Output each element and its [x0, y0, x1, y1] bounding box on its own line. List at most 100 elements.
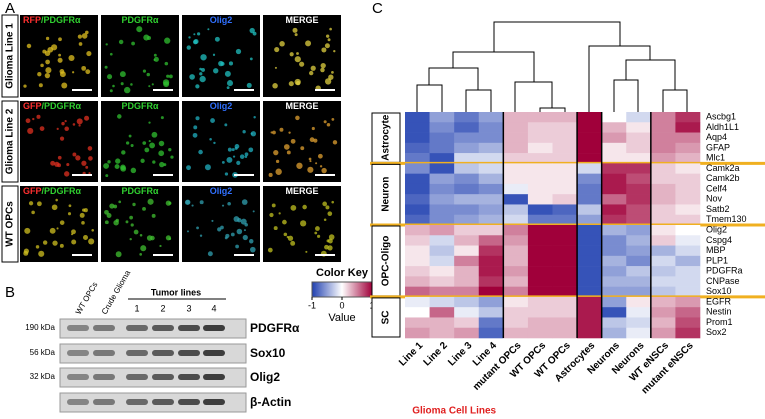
- protein-label: Olig2: [250, 370, 280, 384]
- cell: [283, 144, 290, 150]
- cell: [313, 138, 318, 143]
- cell: [233, 216, 240, 222]
- cell: [290, 205, 297, 211]
- cell: [132, 202, 136, 207]
- band: [152, 399, 174, 405]
- heatmap-cell: [601, 327, 627, 339]
- band: [203, 374, 225, 380]
- heatmap-cell: [429, 163, 455, 174]
- gene-label: Cspg4: [706, 235, 732, 245]
- cell: [204, 164, 211, 171]
- gene-label: Prom1: [706, 317, 733, 327]
- cell: [196, 226, 199, 230]
- column-header: PDGFRα: [121, 101, 159, 111]
- heatmap-cell: [650, 132, 676, 144]
- heatmap-cell: [405, 235, 430, 246]
- cell: [272, 83, 278, 89]
- cell: [152, 160, 156, 164]
- cell: [72, 152, 77, 157]
- gene-label: Ascbg1: [706, 112, 736, 122]
- cell: [118, 39, 124, 45]
- cell: [249, 27, 255, 34]
- heatmap-cell: [675, 163, 701, 174]
- cell: [78, 124, 81, 127]
- cell: [44, 50, 51, 57]
- heatmap-cell: [405, 317, 430, 329]
- column-header: Olig2: [210, 186, 233, 196]
- cell: [294, 33, 298, 37]
- heatmap-cell: [454, 327, 480, 339]
- marker: PDGFRα: [121, 186, 159, 196]
- cell: [299, 61, 305, 67]
- cell: [151, 83, 154, 86]
- lane-label: 3: [186, 303, 191, 313]
- cell: [214, 36, 220, 42]
- heatmap-cell: [577, 173, 602, 185]
- cell: [159, 244, 162, 248]
- cell: [228, 61, 234, 66]
- cell: [315, 226, 320, 231]
- cell: [81, 65, 87, 71]
- heatmap-cell: [454, 235, 480, 246]
- heatmap-cell: [527, 122, 553, 133]
- cell: [88, 238, 95, 245]
- cell: [84, 115, 90, 121]
- band: [126, 374, 148, 380]
- cell: [143, 34, 150, 41]
- marker: PDGFRα: [121, 101, 159, 111]
- cell: [158, 140, 165, 147]
- heatmap-cell: [675, 225, 701, 236]
- group-box: [371, 112, 401, 163]
- cell: [210, 118, 215, 123]
- heatmap-cell: [552, 153, 578, 164]
- heatmap-cell: [527, 112, 553, 123]
- heatmap-cell: [503, 214, 529, 226]
- heatmap-cell: [626, 245, 652, 257]
- cell: [300, 220, 307, 227]
- heatmap-cell: [675, 235, 701, 246]
- heatmap-cell: [527, 286, 553, 298]
- cell: [240, 218, 247, 225]
- cell: [220, 61, 225, 66]
- marker: Olig2: [210, 186, 233, 196]
- band: [93, 374, 115, 380]
- heatmap-cell: [577, 286, 602, 298]
- cell: [207, 28, 210, 31]
- heatmap-cell: [429, 235, 455, 246]
- heatmap-cell: [527, 204, 553, 216]
- cell: [128, 134, 132, 138]
- reporter: RFP: [23, 15, 41, 25]
- heatmap-cell: [429, 173, 455, 185]
- heatmap-cell: [577, 132, 602, 144]
- row-label: Glioma Line 2: [5, 108, 16, 174]
- micrograph: [182, 101, 260, 182]
- heatmap-cell: [552, 214, 578, 226]
- cell: [49, 227, 56, 234]
- heatmap-cell: [503, 235, 529, 246]
- heatmap-cell: [503, 327, 529, 339]
- heatmap-cell: [503, 173, 529, 185]
- cell: [153, 53, 157, 57]
- band: [152, 350, 174, 356]
- cell: [309, 70, 314, 76]
- cell: [45, 36, 50, 41]
- cell: [148, 121, 151, 124]
- heatmap-cell: [429, 255, 455, 267]
- heatmap-cell: [429, 296, 455, 308]
- cell: [326, 122, 331, 127]
- column-header: Olig2: [210, 15, 233, 25]
- heatmap-cell: [577, 183, 602, 195]
- heatmap-cell: [478, 163, 504, 174]
- cell: [296, 52, 299, 55]
- heatmap-cell: [552, 266, 578, 277]
- cell: [320, 63, 326, 69]
- heatmap-cell: [626, 153, 652, 164]
- gene-label: Olig2: [706, 225, 727, 235]
- cell: [142, 69, 147, 73]
- group-label: SC: [381, 311, 392, 325]
- protein-label: Sox10: [250, 346, 286, 360]
- cell: [289, 52, 294, 57]
- cell: [279, 41, 285, 47]
- cell: [227, 201, 231, 206]
